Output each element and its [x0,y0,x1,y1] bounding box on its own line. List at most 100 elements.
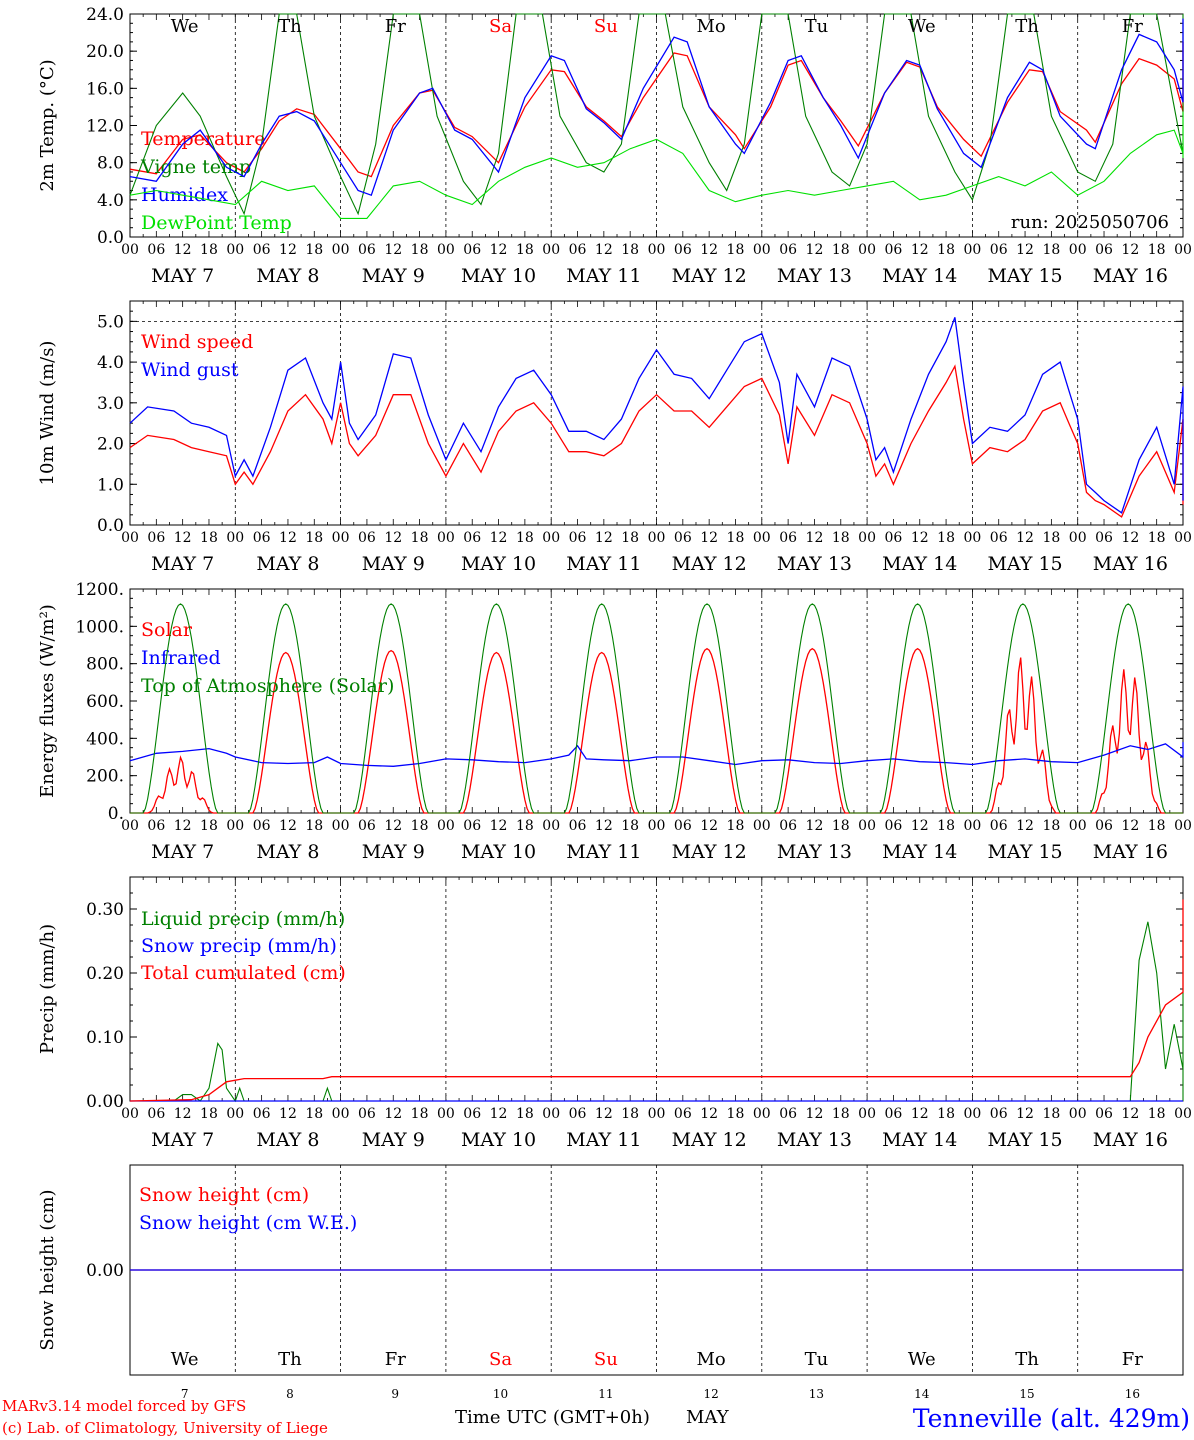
hour-tick-label: 06 [885,1106,903,1122]
hour-tick-label: 12 [1121,1106,1139,1122]
hour-tick-label: 06 [1095,242,1113,258]
hour-tick-label: 00 [1069,1106,1087,1122]
y-tick-label: 3.0 [97,394,124,414]
y-tick-label: 0.00 [86,1092,124,1112]
y-tick-label: 8.0 [97,154,124,174]
hour-tick-label: 12 [1121,818,1139,834]
hour-tick-label: 06 [1095,1106,1113,1122]
y-tick-label: 12.0 [86,117,124,137]
hour-tick-label: 06 [463,242,481,258]
date-label: MAY 16 [1093,1129,1168,1151]
y-axis-label: Snow height (cm) [37,1189,58,1350]
y-axis-label: 10m Wind (m/s) [37,341,58,486]
hour-tick-label: 18 [727,242,745,258]
date-label: MAY 8 [256,1129,319,1151]
hour-tick-label: 12 [700,1106,718,1122]
date-label: MAY 8 [256,841,319,863]
date-label: MAY 9 [362,1129,425,1151]
hour-tick-label: 00 [648,818,666,834]
day-abbr: Mo [697,1349,726,1370]
hour-tick-label: 00 [963,1106,981,1122]
hour-tick-label: 06 [147,242,165,258]
hour-tick-label: 00 [332,818,350,834]
y-tick-label: 1.0 [97,475,124,495]
hour-tick-label: 18 [516,530,534,546]
location-label: Tenneville (alt. 429m) [913,1404,1190,1433]
hour-tick-label: 18 [621,1106,639,1122]
hour-tick-label: 06 [463,530,481,546]
date-label: MAY 12 [672,265,747,287]
hour-tick-label: 18 [1042,818,1060,834]
legend-entry: Vigne temp [140,156,251,178]
y-tick-label: 0.0 [97,228,124,248]
y-axis-label: Energy fluxes (W/m²) [37,604,58,798]
hour-tick-label: 06 [885,530,903,546]
hour-tick-label: 18 [200,1106,218,1122]
date-label: MAY 14 [882,265,957,287]
hour-tick-label: 06 [463,818,481,834]
hour-tick-label: 12 [490,818,508,834]
hour-tick-label: 06 [674,1106,692,1122]
hour-tick-label: 12 [1016,242,1034,258]
date-label: MAY 7 [151,553,214,575]
hour-tick-label: 18 [727,1106,745,1122]
date-label: MAY 11 [566,553,641,575]
hour-tick-label: 18 [411,242,429,258]
day-abbr: Tu [805,1349,829,1370]
hour-tick-label: 18 [305,530,323,546]
hour-tick-label: 18 [937,818,955,834]
hour-tick-label: 06 [358,818,376,834]
hour-tick-label: 00 [963,242,981,258]
hour-tick-label: 06 [569,242,587,258]
panel-1: 0.0 4.0 8.0 12.0 16.0 20.0 24.0 2m Temp. (°C) Te… [37,5,1192,287]
hour-tick-label: 18 [1148,818,1166,834]
y-tick-label: 5.0 [97,312,124,332]
y-tick-label: 600. [86,692,124,712]
hour-tick-label: 12 [384,818,402,834]
hour-tick-label: 12 [384,1106,402,1122]
hour-tick-label: 18 [621,818,639,834]
legend-entry: Snow height (cm W.E.) [139,1212,357,1234]
series-line-2 [129,18,1184,197]
hour-tick-label: 00 [226,242,244,258]
hour-tick-label: 18 [1042,242,1060,258]
hour-tick-label: 06 [1095,818,1113,834]
hour-tick-label: 18 [727,530,745,546]
hour-tick-label: 18 [727,818,745,834]
hour-tick-label: 00 [753,1106,771,1122]
hour-tick-label: 18 [621,530,639,546]
hour-tick-label: 00 [1069,818,1087,834]
hour-tick-label: 18 [621,242,639,258]
day-abbr: Th [1015,1349,1039,1370]
date-label: MAY 11 [566,265,641,287]
hour-tick-label: 12 [490,530,508,546]
hour-tick-label: 00 [1174,1106,1192,1122]
date-number: 15 [1019,1387,1034,1401]
hour-tick-label: 06 [358,530,376,546]
date-label: MAY 12 [672,841,747,863]
hour-tick-label: 18 [305,242,323,258]
hour-tick-label: 00 [437,818,455,834]
hour-tick-label: 00 [542,1106,560,1122]
day-abbr: Fr [1122,1349,1143,1370]
y-tick-label: 1000. [75,617,124,637]
run-label: run: 2025050706 [1011,212,1169,233]
date-label: MAY 16 [1093,553,1168,575]
hour-tick-label: 06 [885,242,903,258]
y-tick-label: 20.0 [86,42,124,62]
hour-tick-label: 06 [990,1106,1008,1122]
hour-tick-label: 00 [648,242,666,258]
day-abbr: We [908,1349,936,1370]
day-abbr: Th [278,16,302,37]
hour-tick-label: 12 [279,242,297,258]
hour-tick-label: 18 [411,818,429,834]
date-label: MAY 12 [672,1129,747,1151]
legend-entry: Snow height (cm) [139,1184,309,1206]
panel-4: 0.00 0.10 0.20 0.30 Precip (mm/h) Liquid prec… [37,876,1192,1151]
hour-tick-label: 18 [516,242,534,258]
day-abbr: Fr [1122,16,1143,37]
time-axis-label: Time UTC (GMT+0h) [455,1407,650,1428]
hour-tick-label: 06 [253,530,271,546]
series-line-2 [130,603,1183,814]
